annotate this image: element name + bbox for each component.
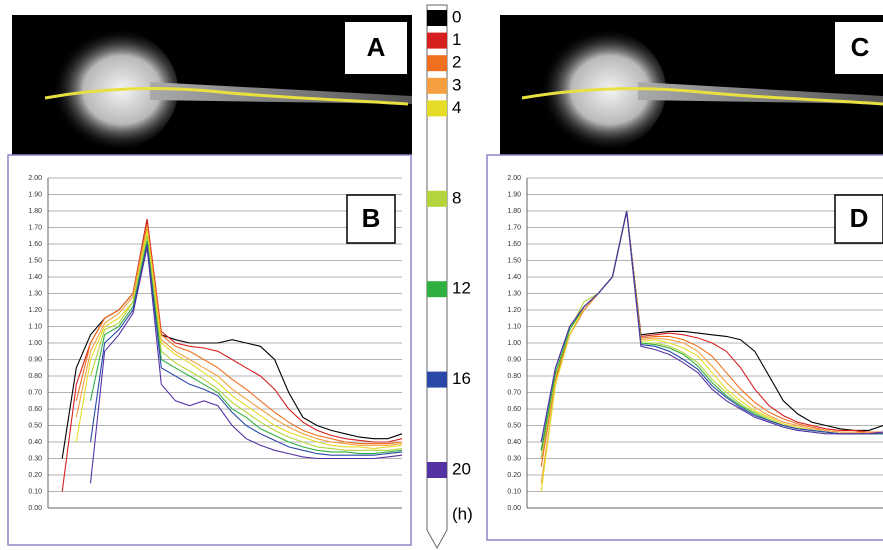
legend-swatch (427, 100, 447, 117)
legend-label: 3 (452, 75, 461, 94)
legend-label: 12 (452, 279, 471, 298)
legend-label: 16 (452, 369, 471, 388)
y-tick-label: 0.80 (28, 373, 42, 380)
y-tick-label: 1.80 (28, 208, 42, 215)
legend-label: 20 (452, 459, 471, 478)
y-tick-label: 0.70 (28, 389, 42, 396)
legend-label: 4 (452, 98, 461, 117)
y-tick-label: 1.00 (507, 340, 521, 347)
panel-letter: C (851, 32, 870, 62)
y-tick-label: 0.30 (507, 455, 521, 462)
y-tick-label: 0.40 (28, 439, 42, 446)
legend-swatch (427, 371, 447, 388)
y-tick-label: 0.10 (28, 488, 42, 495)
chart-panel (486, 154, 883, 541)
y-tick-label: 1.50 (507, 257, 521, 264)
y-tick-label: 1.70 (28, 224, 42, 231)
panel-letter: A (367, 32, 386, 62)
legend-label: 0 (452, 7, 461, 26)
y-tick-label: 0.10 (507, 488, 521, 495)
series-line (540, 210, 883, 443)
panel-letter: B (362, 203, 381, 233)
panel-letter: D (850, 203, 869, 233)
y-tick-label: 1.50 (28, 257, 42, 264)
y-tick-label: 1.90 (28, 191, 42, 198)
y-tick-label: 1.20 (507, 307, 521, 314)
y-tick-label: 0.80 (507, 373, 521, 380)
y-tick-label: 1.40 (507, 274, 521, 281)
y-tick-label: 1.60 (507, 241, 521, 248)
legend-swatch (427, 55, 447, 72)
chart-panel (7, 154, 412, 546)
y-tick-label: 1.10 (507, 323, 521, 330)
y-tick-label: 1.30 (28, 290, 42, 297)
legend-swatch (427, 462, 447, 478)
y-tick-label: 1.30 (507, 290, 521, 297)
series-line (89, 247, 403, 484)
series-line (89, 235, 403, 451)
y-tick-label: 1.80 (507, 208, 521, 215)
y-tick-label: 1.10 (28, 323, 42, 330)
legend-label: 1 (452, 30, 461, 49)
image-panel: C (500, 15, 883, 155)
legend-swatch (427, 32, 447, 49)
y-tick-label: 0.00 (28, 505, 42, 512)
series-line (75, 224, 403, 445)
series-line (89, 243, 403, 456)
y-tick-label: 0.50 (28, 422, 42, 429)
y-tick-label: 1.60 (28, 241, 42, 248)
y-tick-label: 0.30 (28, 455, 42, 462)
y-tick-label: 1.20 (28, 307, 42, 314)
panel-letter-box (834, 194, 883, 244)
y-tick-label: 0.20 (507, 472, 521, 479)
time-bar (426, 4, 448, 550)
legend-label: 2 (452, 53, 461, 72)
y-tick-label: 0.20 (28, 472, 42, 479)
y-tick-label: 1.90 (507, 191, 521, 198)
y-tick-label: 0.00 (507, 505, 521, 512)
legend-unit: (h) (452, 504, 473, 523)
legend-swatch (427, 281, 447, 298)
panel-letter-box (346, 194, 396, 244)
y-tick-label: 0.60 (507, 406, 521, 413)
y-tick-label: 0.60 (28, 406, 42, 413)
legend-swatch (427, 77, 447, 94)
y-tick-label: 2.00 (507, 175, 521, 182)
y-tick-label: 0.70 (507, 389, 521, 396)
y-tick-label: 1.70 (507, 224, 521, 231)
legend-swatch (427, 10, 447, 26)
y-tick-label: 0.90 (28, 356, 42, 363)
y-tick-label: 0.90 (507, 356, 521, 363)
y-tick-label: 0.40 (507, 439, 521, 446)
y-tick-label: 2.00 (28, 175, 42, 182)
y-tick-label: 1.00 (28, 340, 42, 347)
series-line (75, 227, 403, 446)
y-tick-label: 0.50 (507, 422, 521, 429)
legend-label: 8 (452, 188, 461, 207)
legend-swatch (427, 190, 447, 207)
image-panel: A (12, 15, 412, 155)
y-tick-label: 1.40 (28, 274, 42, 281)
series-line (89, 240, 403, 455)
